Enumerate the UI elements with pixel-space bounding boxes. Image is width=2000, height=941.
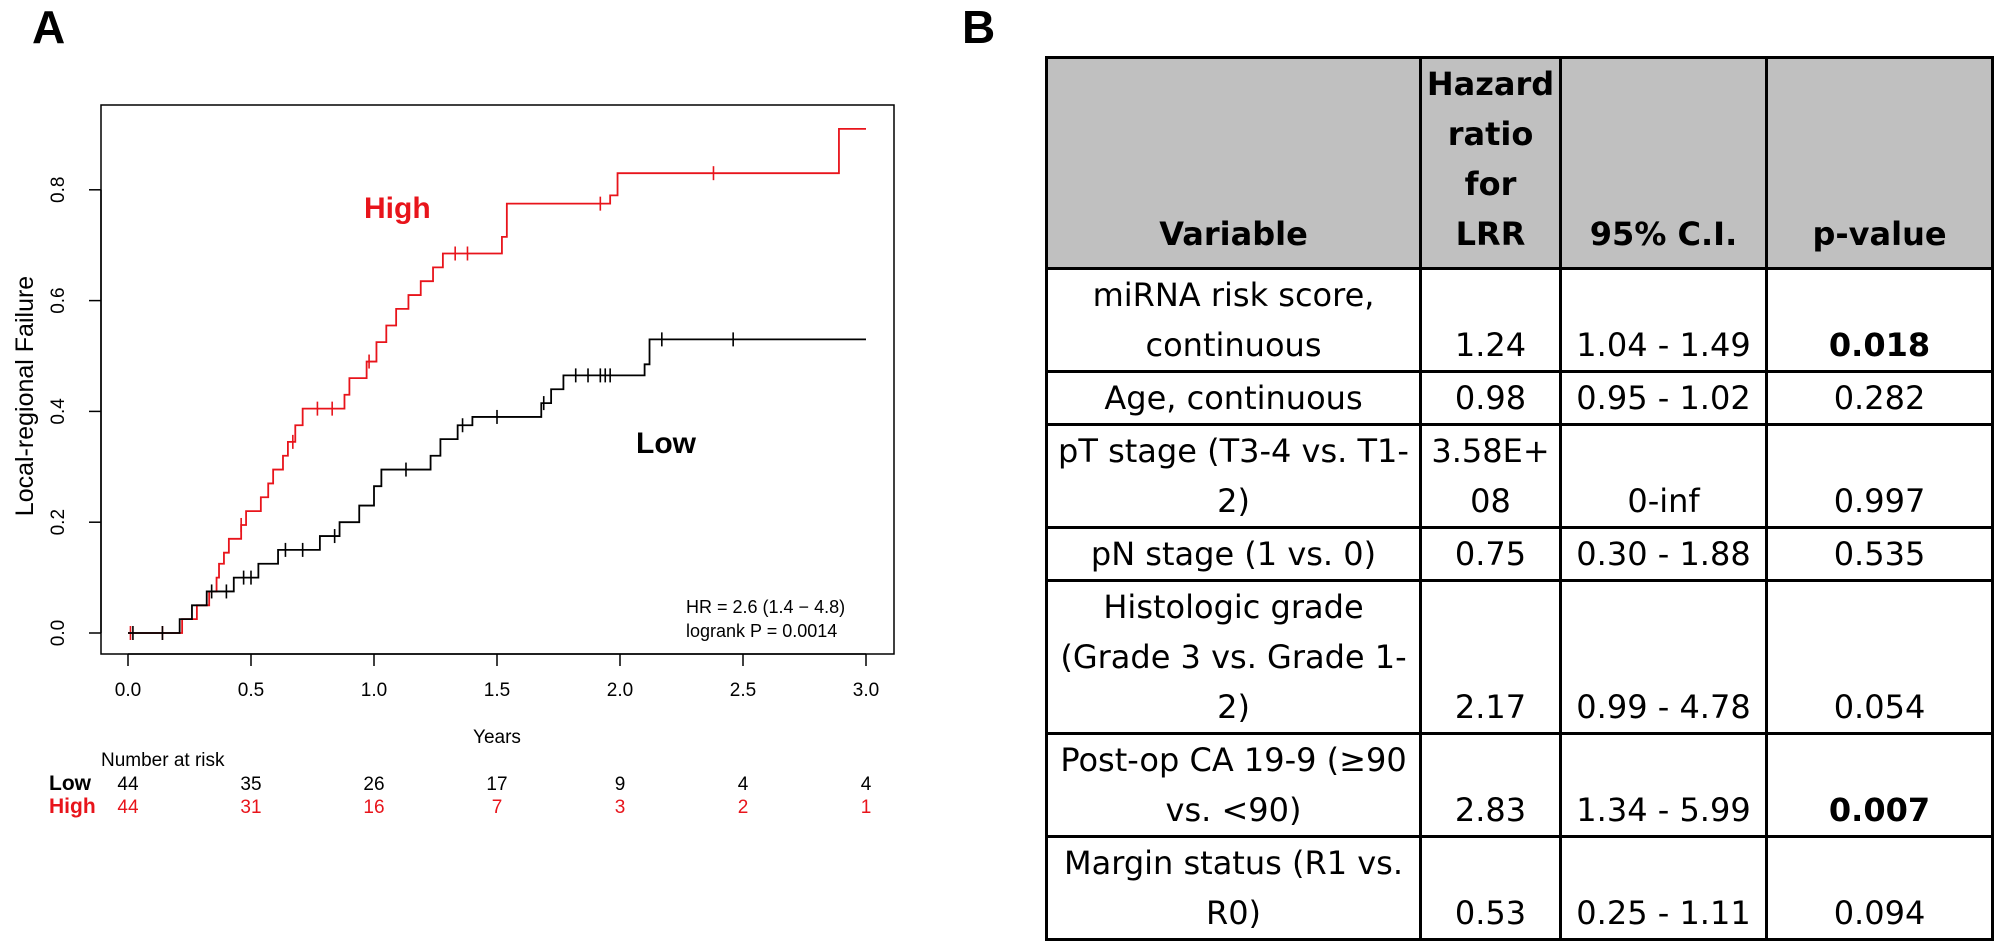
cell-variable: Post-op CA 19-9 (≥90 vs. <90) bbox=[1045, 732, 1422, 838]
cell-hazard-ratio: 3.58E+08 bbox=[1419, 423, 1562, 529]
risk-count: 26 bbox=[363, 774, 384, 795]
panel-label-b: B bbox=[962, 1, 996, 53]
x-tick-label: 2.5 bbox=[730, 680, 756, 701]
cell-variable: pT stage (T3-4 vs. T1-2) bbox=[1045, 423, 1422, 529]
cell-p-value: 0.282 bbox=[1765, 370, 1994, 426]
high-curve-label: High bbox=[364, 192, 431, 225]
x-tick-label: 0.5 bbox=[238, 680, 264, 701]
x-tick-label: 1.0 bbox=[361, 680, 387, 701]
risk-count: 1 bbox=[861, 797, 872, 818]
risk-count: 4 bbox=[861, 774, 872, 795]
x-tick-label: 2.0 bbox=[607, 680, 633, 701]
x-axis: 0.0 0.5 1.0 1.5 2.0 2.5 3.0 bbox=[115, 653, 879, 701]
cell-ci: 0.25 - 1.11 bbox=[1559, 835, 1768, 941]
y-tick-label: 0.4 bbox=[48, 398, 69, 425]
cell-p-value: 0.094 bbox=[1765, 835, 1994, 941]
x-tick-label: 1.5 bbox=[484, 680, 510, 701]
risk-count: 31 bbox=[240, 797, 261, 818]
cell-hazard-ratio: 0.75 bbox=[1419, 526, 1562, 582]
table-header-row: Variable Hazard ratio for LRR 95% C.I. p-v… bbox=[1045, 56, 1994, 270]
risk-count: 35 bbox=[240, 774, 261, 795]
y-axis: 0.0 0.2 0.4 0.6 0.8 bbox=[48, 177, 102, 646]
cell-ci: 1.34 - 5.99 bbox=[1559, 732, 1768, 838]
cell-ci: 1.04 - 1.49 bbox=[1559, 267, 1768, 373]
table-row: pN stage (1 vs. 0) 0.75 0.30 - 1.88 0.535 bbox=[1045, 526, 1994, 582]
panel-label-a: A bbox=[32, 1, 66, 53]
cell-ci: 0-inf bbox=[1559, 423, 1768, 529]
risk-count: 3 bbox=[615, 797, 626, 818]
series-line-high bbox=[128, 127, 866, 634]
y-tick-label: 0.8 bbox=[48, 177, 69, 203]
cell-p-value: 0.535 bbox=[1765, 526, 1994, 582]
y-tick-label: 0.2 bbox=[48, 509, 69, 535]
header-variable: Variable bbox=[1045, 56, 1422, 270]
risk-count: 44 bbox=[117, 774, 139, 795]
table-row: miRNA risk score, continuous 1.24 1.04 - 1… bbox=[1045, 267, 1994, 373]
logrank-annotation: logrank P = 0.0014 bbox=[686, 621, 837, 641]
cell-hazard-ratio: 2.83 bbox=[1419, 732, 1562, 838]
x-tick-label: 0.0 bbox=[115, 680, 141, 701]
low-curve-label: Low bbox=[636, 427, 697, 460]
cell-p-value: 0.018 bbox=[1765, 267, 1994, 373]
series-line-low bbox=[128, 338, 866, 634]
header-hazard-ratio: Hazard ratio for LRR bbox=[1419, 56, 1562, 270]
cell-variable: miRNA risk score, continuous bbox=[1045, 267, 1422, 373]
cell-variable: Histologic grade (Grade 3 vs. Grade 1-2) bbox=[1045, 579, 1422, 735]
cell-p-value: 0.054 bbox=[1765, 579, 1994, 735]
y-tick-label: 0.6 bbox=[48, 287, 69, 313]
plot-frame bbox=[100, 104, 895, 655]
cell-variable: Age, continuous bbox=[1045, 370, 1422, 426]
cell-variable: pN stage (1 vs. 0) bbox=[1045, 526, 1422, 582]
cell-hazard-ratio: 0.53 bbox=[1419, 835, 1562, 941]
cell-p-value: 0.007 bbox=[1765, 732, 1994, 838]
cell-hazard-ratio: 2.17 bbox=[1419, 579, 1562, 735]
table-row: Age, continuous 0.98 0.95 - 1.02 0.282 bbox=[1045, 370, 1994, 426]
risk-count: 17 bbox=[486, 774, 507, 795]
risk-count: 9 bbox=[615, 774, 626, 795]
header-p-value: p-value bbox=[1765, 56, 1994, 270]
risk-count: 4 bbox=[738, 774, 749, 795]
cell-ci: 0.30 - 1.88 bbox=[1559, 526, 1768, 582]
cell-hazard-ratio: 0.98 bbox=[1419, 370, 1562, 426]
risk-row-label: High bbox=[49, 795, 96, 818]
cell-variable: Margin status (R1 vs. R0) bbox=[1045, 835, 1422, 941]
hazard-ratio-annotation: HR = 2.6 (1.4 − 4.8) bbox=[686, 597, 845, 617]
y-tick-label: 0.0 bbox=[48, 620, 69, 646]
x-tick-label: 3.0 bbox=[853, 680, 879, 701]
table-row: Margin status (R1 vs. R0) 0.53 0.25 - 1.11… bbox=[1045, 835, 1994, 941]
risk-count: 7 bbox=[492, 797, 503, 818]
risk-count: 16 bbox=[363, 797, 384, 818]
cox-regression-table: Variable Hazard ratio for LRR 95% C.I. p-v… bbox=[1045, 56, 1994, 941]
y-axis-label: Local-regional Failure bbox=[11, 276, 39, 516]
cell-ci: 0.99 - 4.78 bbox=[1559, 579, 1768, 735]
cell-ci: 0.95 - 1.02 bbox=[1559, 370, 1768, 426]
risk-row-label: Low bbox=[49, 772, 92, 795]
table-row: Histologic grade (Grade 3 vs. Grade 1-2)… bbox=[1045, 579, 1994, 735]
table-row: Post-op CA 19-9 (≥90 vs. <90) 2.83 1.34 - … bbox=[1045, 732, 1994, 838]
plot-lines bbox=[128, 127, 866, 640]
cell-hazard-ratio: 1.24 bbox=[1419, 267, 1562, 373]
x-axis-label: Years bbox=[473, 727, 521, 748]
risk-count: 44 bbox=[117, 797, 139, 818]
risk-count: 2 bbox=[738, 797, 749, 818]
table-row: pT stage (T3-4 vs. T1-2) 3.58E+08 0-inf 0.9… bbox=[1045, 423, 1994, 529]
header-ci: 95% C.I. bbox=[1559, 56, 1768, 270]
cell-p-value: 0.997 bbox=[1765, 423, 1994, 529]
risk-table-title: Number at risk bbox=[101, 750, 225, 771]
kaplan-meier-chart: 0.0 0.5 1.0 1.5 2.0 2.5 3.0 0.0 0.2 0.4 0.6 0.8 Ye… bbox=[11, 104, 895, 818]
